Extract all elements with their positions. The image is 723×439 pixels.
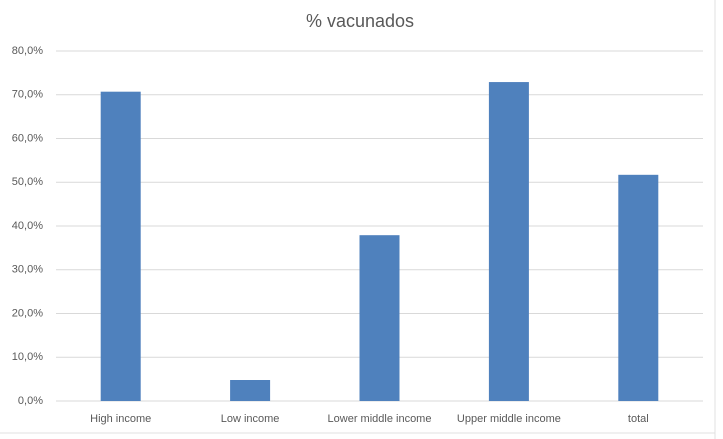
x-tick-label: High income: [90, 413, 151, 425]
y-tick-label: 20,0%: [12, 307, 43, 319]
x-tick-label: total: [628, 413, 649, 425]
y-tick-label: 10,0%: [12, 351, 43, 363]
x-tick-label: Lower middle income: [328, 413, 432, 425]
y-tick-label: 50,0%: [12, 176, 43, 188]
y-tick-label: 30,0%: [12, 264, 43, 276]
y-tick-label: 0,0%: [18, 395, 43, 407]
x-tick-label: Low income: [221, 413, 280, 425]
chart-title: % vacunados: [306, 11, 414, 31]
bar: [230, 380, 271, 401]
x-tick-label: Upper middle income: [457, 413, 561, 425]
bar: [100, 91, 141, 401]
bar: [359, 235, 400, 401]
y-tick-label: 80,0%: [12, 45, 43, 57]
bar: [488, 82, 529, 401]
y-tick-label: 40,0%: [12, 220, 43, 232]
bar: [618, 174, 659, 401]
y-tick-label: 70,0%: [12, 89, 43, 101]
y-tick-label: 60,0%: [12, 132, 43, 144]
